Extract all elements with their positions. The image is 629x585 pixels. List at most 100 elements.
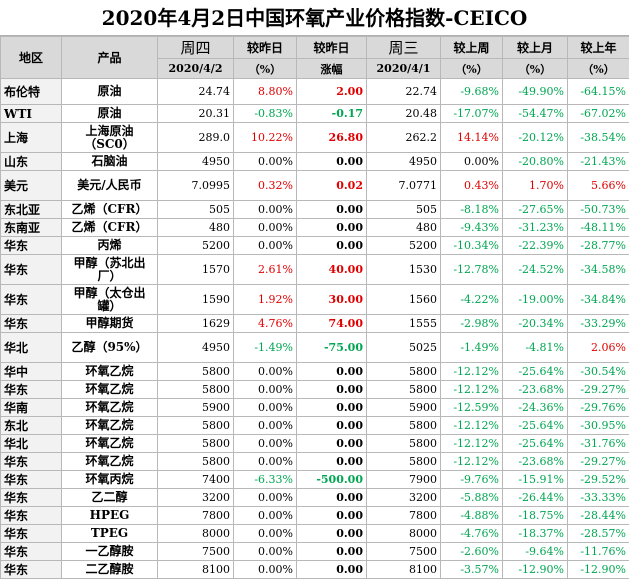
table-row: 华东 环氧乙烷 5800 0.00% 0.00 5800 -12.12% -23.68% -29…	[0, 380, 629, 399]
region-cell: 华东	[0, 236, 62, 255]
wednesday-price-cell: 3200	[366, 488, 441, 507]
week-change-pct-cell: -8.18%	[440, 200, 503, 219]
region-cell: 美元	[0, 170, 62, 201]
month-change-pct-cell: -9.64%	[502, 542, 568, 561]
month-change-pct-cell: -18.75%	[502, 506, 568, 525]
day-change-cell: -75.00	[296, 332, 367, 363]
wednesday-price-cell: 5800	[366, 362, 441, 381]
product-cell: 美元/人民币	[61, 170, 158, 201]
region-cell: 华东	[0, 470, 62, 489]
region-cell: 华东	[0, 524, 62, 543]
month-change-pct-cell: -27.65%	[502, 200, 568, 219]
month-change-pct-cell: -23.68%	[502, 380, 568, 399]
day-change-cell: 0.00	[296, 200, 367, 219]
week-change-pct-cell: -12.12%	[440, 434, 503, 453]
day-change-cell: 74.00	[296, 314, 367, 333]
week-change-pct-cell: -2.98%	[440, 314, 503, 333]
product-cell: 石脑油	[61, 152, 158, 171]
year-change-pct-cell: -38.54%	[567, 122, 629, 153]
day-change-pct-cell: 8.80%	[233, 78, 297, 105]
thursday-price-cell: 5900	[157, 398, 234, 417]
day-change-pct-cell: 0.00%	[233, 398, 297, 417]
day-change-pct-cell: 0.00%	[233, 488, 297, 507]
week-change-pct-cell: -4.22%	[440, 284, 503, 315]
day-change-cell: 0.00	[296, 542, 367, 561]
year-change-pct-cell: -34.84%	[567, 284, 629, 315]
wednesday-price-cell: 5800	[366, 452, 441, 471]
wednesday-price-cell: 20.48	[366, 104, 441, 123]
year-change-pct-cell: -28.77%	[567, 236, 629, 255]
table-row: 美元 美元/人民币 7.0995 0.32% 0.02 7.0771 0.43% 1.70% 5…	[0, 170, 629, 201]
table-row: 上海 上海原油（SC0） 289.0 10.22% 26.80 262.2 14.14% -2…	[0, 122, 629, 153]
day-change-pct-cell: 2.61%	[233, 254, 297, 285]
month-change-pct-cell: -24.36%	[502, 398, 568, 417]
table-row: 东北 环氧乙烷 5800 0.00% 0.00 5800 -12.12% -25.64% -30…	[0, 416, 629, 435]
day-change-cell: 26.80	[296, 122, 367, 153]
wednesday-price-cell: 505	[366, 200, 441, 219]
day-change-cell: 2.00	[296, 78, 367, 105]
month-change-pct-cell: -20.34%	[502, 314, 568, 333]
region-cell: 东北	[0, 416, 62, 435]
region-cell: 华中	[0, 362, 62, 381]
wednesday-price-cell: 480	[366, 218, 441, 237]
product-cell: 环氧乙烷	[61, 398, 158, 417]
day-change-cell: 0.00	[296, 434, 367, 453]
thursday-price-cell: 4950	[157, 332, 234, 363]
product-cell: 甲醇（太仓出罐）	[61, 284, 158, 315]
day-change-pct-cell: 0.00%	[233, 362, 297, 381]
year-change-pct-cell: -50.73%	[567, 200, 629, 219]
table-body: 布伦特 原油 24.74 8.80% 2.00 22.74 -9.68% -49.90% -64…	[0, 78, 629, 579]
header-vs-year-unit: （%）	[567, 58, 629, 79]
thursday-price-cell: 5800	[157, 416, 234, 435]
week-change-pct-cell: -12.12%	[440, 362, 503, 381]
wednesday-price-cell: 5800	[366, 434, 441, 453]
day-change-cell: 0.00	[296, 152, 367, 171]
thursday-price-cell: 289.0	[157, 122, 234, 153]
day-change-pct-cell: 0.32%	[233, 170, 297, 201]
day-change-pct-cell: 10.22%	[233, 122, 297, 153]
week-change-pct-cell: -1.49%	[440, 332, 503, 363]
month-change-pct-cell: -20.12%	[502, 122, 568, 153]
month-change-pct-cell: -54.47%	[502, 104, 568, 123]
thursday-price-cell: 7.0995	[157, 170, 234, 201]
year-change-pct-cell: -28.57%	[567, 524, 629, 543]
product-cell: 环氧乙烷	[61, 434, 158, 453]
thursday-price-cell: 8100	[157, 560, 234, 579]
product-cell: 上海原油（SC0）	[61, 122, 158, 153]
day-change-cell: 0.00	[296, 560, 367, 579]
month-change-pct-cell: -20.80%	[502, 152, 568, 171]
price-index-table: 地区 产品 周四 较昨日 较昨日 周三 较上周 较上月 较上年 2020/4/2…	[0, 36, 629, 579]
month-change-pct-cell: -15.91%	[502, 470, 568, 489]
thursday-price-cell: 7500	[157, 542, 234, 561]
day-change-pct-cell: -1.49%	[233, 332, 297, 363]
day-change-pct-cell: 0.00%	[233, 524, 297, 543]
day-change-pct-cell: 1.92%	[233, 284, 297, 315]
table-row: 华东 TPEG 8000 0.00% 0.00 8000 -4.76% -18.37% -28.…	[0, 524, 629, 543]
region-cell: 华东	[0, 380, 62, 399]
day-change-cell: 0.00	[296, 380, 367, 399]
day-change-pct-cell: -6.33%	[233, 470, 297, 489]
year-change-pct-cell: -67.02%	[567, 104, 629, 123]
thursday-price-cell: 480	[157, 218, 234, 237]
year-change-pct-cell: -29.27%	[567, 380, 629, 399]
year-change-pct-cell: -28.44%	[567, 506, 629, 525]
wednesday-price-cell: 262.2	[366, 122, 441, 153]
region-cell: 华南	[0, 398, 62, 417]
wednesday-price-cell: 1560	[366, 284, 441, 315]
table-row: WTI 原油 20.31 -0.83% -0.17 20.48 -17.07% -54.47%…	[0, 104, 629, 123]
table-row: 华中 环氧乙烷 5800 0.00% 0.00 5800 -12.12% -25.64% -30…	[0, 362, 629, 381]
month-change-pct-cell: -24.52%	[502, 254, 568, 285]
day-change-cell: 0.00	[296, 398, 367, 417]
region-cell: 华东	[0, 254, 62, 285]
year-change-pct-cell: -33.33%	[567, 488, 629, 507]
week-change-pct-cell: -5.88%	[440, 488, 503, 507]
product-cell: 丙烯	[61, 236, 158, 255]
wednesday-price-cell: 22.74	[366, 78, 441, 105]
day-change-pct-cell: 0.00%	[233, 236, 297, 255]
year-change-pct-cell: -64.15%	[567, 78, 629, 105]
product-cell: TPEG	[61, 524, 158, 543]
region-cell: 华东	[0, 542, 62, 561]
day-change-cell: 0.00	[296, 218, 367, 237]
table-row: 华东 环氧丙烷 7400 -6.33% -500.00 7900 -9.76% -15.91%…	[0, 470, 629, 489]
header-vs-week-unit: （%）	[440, 58, 503, 79]
